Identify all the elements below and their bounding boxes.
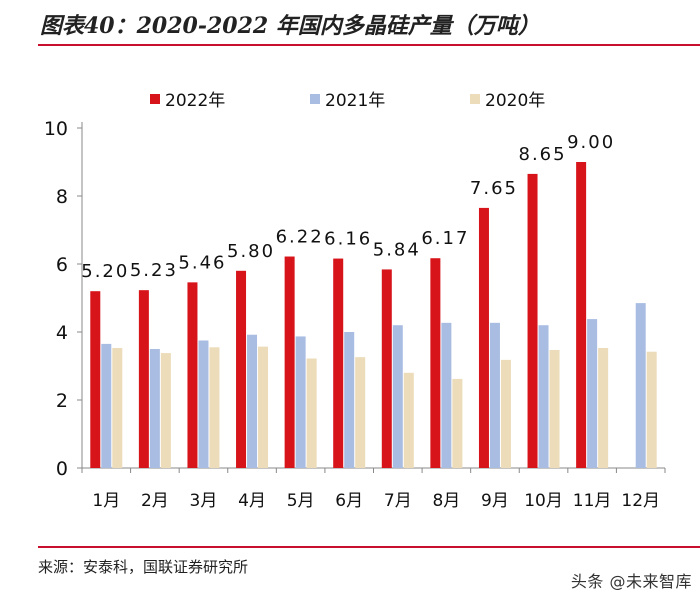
bar xyxy=(138,290,149,468)
bar xyxy=(112,347,123,468)
bar xyxy=(489,322,500,468)
bar xyxy=(306,358,317,468)
data-label: 8.65 xyxy=(519,144,567,165)
bar xyxy=(209,347,220,468)
data-label: 7.65 xyxy=(470,178,518,199)
data-label: 9.00 xyxy=(567,132,615,153)
bar xyxy=(198,340,209,468)
bar xyxy=(430,258,441,468)
x-tick-label: 6月 xyxy=(335,491,363,511)
legend-label: 2021年 xyxy=(325,91,385,111)
legend-swatch xyxy=(150,94,160,104)
data-label: 5.84 xyxy=(373,239,421,260)
bar xyxy=(392,325,403,468)
data-label: 5.46 xyxy=(178,252,226,273)
x-tick-label: 2月 xyxy=(141,491,169,511)
legend-swatch xyxy=(310,94,320,104)
bar xyxy=(149,349,160,468)
x-tick-label: 4月 xyxy=(238,491,266,511)
bar xyxy=(236,270,247,468)
data-label: 5.80 xyxy=(227,241,275,262)
bar xyxy=(295,336,306,468)
chart-title: 图表40：2020-2022 年国内多晶硅产量（万吨） xyxy=(40,13,540,39)
x-tick-label: 1月 xyxy=(92,491,120,511)
chart-area: 0 2 4 6 8 10 1月 2月 3月 4月 5月 6月 7月 8月 9月 10月 11月 12月 5.20 5.… xyxy=(0,46,700,546)
bar xyxy=(90,291,101,468)
x-tick-label: 5月 xyxy=(287,491,315,511)
bar xyxy=(344,332,355,468)
data-label: 5.20 xyxy=(81,261,129,282)
data-label: 5.23 xyxy=(130,260,178,281)
bar xyxy=(441,322,452,468)
watermark: 头条 @未来智库 xyxy=(570,572,692,591)
data-label: 6.16 xyxy=(324,229,372,250)
y-tick-label: 6 xyxy=(56,254,68,276)
bar xyxy=(500,359,511,468)
bar xyxy=(598,347,609,468)
bar xyxy=(355,357,366,468)
y-tick-label: 2 xyxy=(56,390,68,412)
y-tick-label: 0 xyxy=(56,458,68,480)
title-divider xyxy=(38,44,700,46)
x-tick-label: 11月 xyxy=(573,491,612,511)
data-label: 6.22 xyxy=(276,227,324,248)
bar xyxy=(284,256,295,468)
bar xyxy=(549,350,560,468)
x-tick-label: 7月 xyxy=(384,491,412,511)
y-tick-label: 10 xyxy=(44,118,68,140)
legend-label: 2022年 xyxy=(165,91,225,111)
bar xyxy=(527,173,538,468)
y-tick-label: 4 xyxy=(56,322,68,344)
bar xyxy=(635,303,646,468)
x-tick-label: 12月 xyxy=(621,491,660,511)
legend-swatch xyxy=(470,94,480,104)
y-tick-label: 8 xyxy=(56,186,68,208)
bar xyxy=(646,351,657,468)
bar xyxy=(333,258,344,468)
bar xyxy=(187,282,198,468)
bar xyxy=(538,325,549,468)
bar xyxy=(247,334,258,468)
x-tick-label: 8月 xyxy=(432,491,460,511)
bar xyxy=(258,346,269,468)
x-tick-label: 10月 xyxy=(524,491,563,511)
bar xyxy=(478,207,489,468)
x-tick-label: 9月 xyxy=(481,491,509,511)
bar xyxy=(403,372,414,468)
header: 图表40：2020-2022 年国内多晶硅产量（万吨） xyxy=(0,0,700,46)
bar xyxy=(576,162,587,468)
bar xyxy=(452,378,463,468)
data-label: 6.17 xyxy=(421,228,469,249)
bar xyxy=(587,319,598,468)
legend-label: 2020年 xyxy=(485,91,545,111)
bar xyxy=(101,343,112,468)
x-tick-label: 3月 xyxy=(190,491,218,511)
bar xyxy=(160,353,171,468)
source-note: 来源：安泰科，国联证券研究所 xyxy=(38,558,249,576)
bar xyxy=(381,269,392,468)
footer-divider xyxy=(38,546,700,548)
